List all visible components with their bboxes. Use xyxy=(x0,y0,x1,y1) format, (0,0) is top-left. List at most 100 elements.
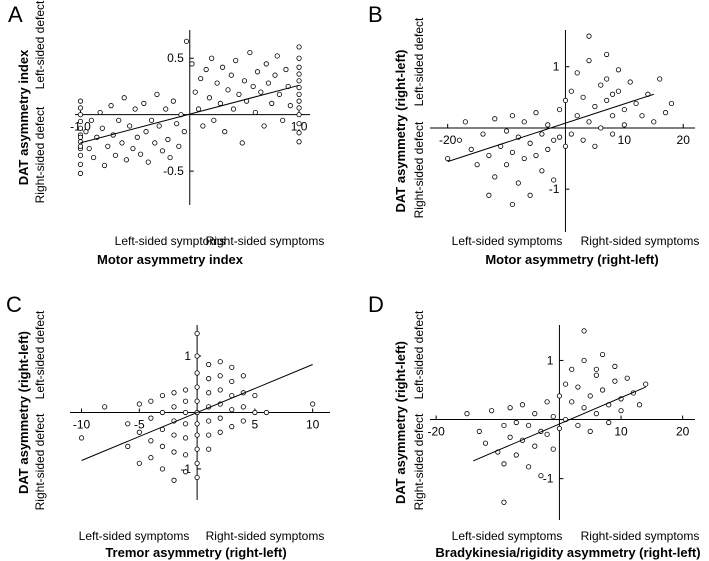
panel-b-y-tick-label: 1 xyxy=(553,60,560,74)
panel-c-data-point xyxy=(206,418,212,424)
panel-d-data-point xyxy=(599,387,606,393)
panel-a-data-point xyxy=(152,140,158,146)
panel-c-fit-line xyxy=(81,364,313,461)
panel-d-data-point xyxy=(575,422,581,429)
panel-a-data-point xyxy=(77,152,84,158)
panel-d-data-point xyxy=(507,405,513,411)
panel-a-data-point xyxy=(252,109,258,116)
panel-d-data-point xyxy=(612,378,618,384)
panel-a-data-point xyxy=(269,100,275,106)
panel-b-data-point xyxy=(492,174,498,180)
panel-d-data-point xyxy=(636,402,643,408)
panel-a-data-point xyxy=(274,53,280,59)
panel-a-data-point xyxy=(296,130,302,136)
panel-d-data-point xyxy=(513,419,519,426)
panel-d-data-point xyxy=(501,499,507,505)
panel-d-fit-line xyxy=(472,386,646,462)
panel-b-data-point xyxy=(533,152,539,159)
panel-a-data-point xyxy=(296,139,302,145)
panel-c-data-point xyxy=(194,474,200,481)
panel-c-x-tick-label: -5 xyxy=(134,418,145,432)
panel-a-data-point xyxy=(170,98,176,104)
panel-a-data-point xyxy=(154,91,160,97)
panel-a-data-point xyxy=(219,64,226,70)
panel-a-data-point xyxy=(77,125,84,131)
panel-a-data-point xyxy=(200,123,206,129)
panel-d-x-axis-label: Bradykinesia/rigidity asymmetry (right-l… xyxy=(435,545,700,560)
panel-b-data-point xyxy=(480,131,486,137)
panel-a-data-point xyxy=(181,129,187,135)
panel-b-data-point xyxy=(639,113,645,119)
panel-b-data-point xyxy=(668,100,675,107)
panel-d-data-point xyxy=(538,473,544,479)
panel-b-data-point xyxy=(551,137,557,143)
panel-b-data-point xyxy=(609,113,616,119)
panel-c-data-point xyxy=(206,432,212,438)
panel-b-data-point xyxy=(486,152,492,159)
panel-d-data-point xyxy=(581,357,587,364)
panel-b-x-negative-note: Left-sided symptoms xyxy=(452,234,563,248)
panel-a-data-point xyxy=(77,98,84,104)
panel-b: B -20 10 20 1 -1 DAT asymmetry (right-left) Lef… xyxy=(368,2,699,267)
panel-c-data-point xyxy=(182,398,189,404)
panel-a-y-positive-note: Left-sided defect xyxy=(33,0,47,89)
panel-b-data-point xyxy=(521,155,527,162)
panel-a-data-point xyxy=(165,136,171,143)
panel-a-x-axis-label: Motor asymmetry index xyxy=(97,252,244,267)
panel-d-data-point xyxy=(526,464,532,470)
panel-a-data-point xyxy=(265,80,272,86)
panel-d-data-point xyxy=(581,328,587,334)
panel-c-data-point xyxy=(182,452,189,458)
panel-a-data-point xyxy=(77,161,84,167)
panel-a-data-point xyxy=(148,117,155,123)
panel-c-data-point xyxy=(240,404,246,410)
panel-d-x-positive-note: Right-sided symptoms xyxy=(581,529,700,543)
panel-a-data-point xyxy=(141,100,147,106)
panel-c-data-point xyxy=(194,384,200,390)
panel-a-y-tick-label: 0.5 xyxy=(167,51,184,65)
panel-c-data-point xyxy=(229,407,235,413)
panel-a-data-point xyxy=(108,103,114,109)
panel-a-data-point xyxy=(296,105,302,111)
panel-b-data-point xyxy=(604,76,610,82)
panel-a-data-point xyxy=(258,89,264,95)
panel-c-data-point xyxy=(182,387,189,393)
panel-b-data-point xyxy=(568,131,574,137)
panel-c-data-point xyxy=(159,392,166,399)
panel-a-data-point xyxy=(287,103,293,109)
panel-a-data-point xyxy=(77,118,84,125)
panel-d-data-point xyxy=(587,428,593,434)
panel-a-data-point xyxy=(296,91,302,97)
panel-a-data-point xyxy=(132,106,138,112)
panel-b-data-point xyxy=(468,146,474,152)
panel-b-data-point xyxy=(556,134,563,140)
panel-a-data-point xyxy=(143,129,149,135)
panel-c-data-point xyxy=(148,398,154,404)
panel-d-y-negative-note: Right-sided defect xyxy=(412,413,426,510)
panel-a-data-point xyxy=(192,89,198,95)
panel-b-data-point xyxy=(486,192,492,198)
panel-c-data-point xyxy=(171,449,177,455)
panel-c-data-point xyxy=(125,443,131,449)
panel-a-data-point xyxy=(296,121,302,127)
panel-a-data-point xyxy=(254,69,261,75)
panel-b-data-point xyxy=(456,137,463,143)
panel-c-data-point xyxy=(171,404,177,410)
panel-c-x-negative-note: Left-sided symptoms xyxy=(79,529,190,543)
panel-a-data-point xyxy=(134,134,140,140)
panel-d-y-positive-note: Left-sided defect xyxy=(412,310,426,399)
panel-b-data-point xyxy=(574,70,580,76)
panel-d-data-point xyxy=(489,408,495,414)
panel-c-data-point xyxy=(217,359,223,365)
panel-d-data-point xyxy=(562,381,569,387)
panel-d-data-point xyxy=(476,428,482,434)
panel-c-y-tick-label: 1 xyxy=(184,349,191,363)
panel-d-data-point xyxy=(550,446,556,452)
panel-d-data-point xyxy=(532,443,538,449)
panel-c-data-point xyxy=(206,446,212,452)
panel-b-data-point xyxy=(586,119,592,125)
panel-a-data-point xyxy=(137,151,144,157)
panel-d-x-tick-label: -20 xyxy=(427,425,445,439)
panel-d-data-point xyxy=(606,419,612,426)
